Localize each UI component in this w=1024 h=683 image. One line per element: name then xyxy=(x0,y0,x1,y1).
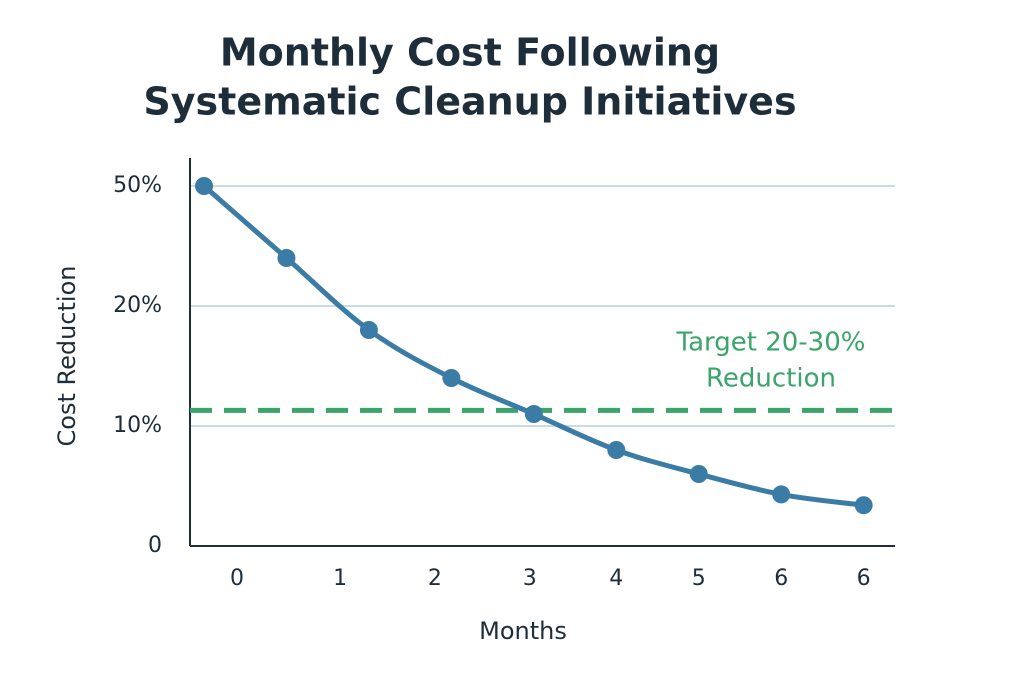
x-tick-label: 2 xyxy=(428,566,442,591)
data-point xyxy=(524,405,543,423)
y-tick-label: 50% xyxy=(113,173,162,198)
target-label: Reduction xyxy=(706,364,836,394)
data-point xyxy=(359,321,378,339)
x-tick-label: 3 xyxy=(523,566,537,591)
y-tick-label: 10% xyxy=(113,413,162,438)
x-tick-label: 6 xyxy=(774,566,788,591)
data-point xyxy=(689,465,708,483)
y-tick-label: 0 xyxy=(148,533,162,558)
data-point xyxy=(772,485,791,504)
target-label: Target 20-30% xyxy=(676,328,866,358)
chart-title: Monthly Cost Following xyxy=(220,31,720,75)
chart-title: Systematic Cleanup Initiatives xyxy=(143,80,796,124)
data-point xyxy=(277,249,296,267)
x-tick-label: 4 xyxy=(609,566,623,591)
x-tick-label: 6 xyxy=(857,566,871,591)
data-point xyxy=(195,177,214,195)
x-tick-label: 1 xyxy=(333,566,347,591)
data-point xyxy=(607,441,626,459)
y-tick-label: 20% xyxy=(113,293,162,318)
data-point xyxy=(854,496,873,515)
x-axis-title: Months xyxy=(479,617,567,645)
x-tick-label: 5 xyxy=(692,566,706,591)
x-tick-label: 0 xyxy=(230,566,244,591)
data-point xyxy=(442,369,461,387)
y-axis-title: Cost Reduction xyxy=(53,266,81,447)
